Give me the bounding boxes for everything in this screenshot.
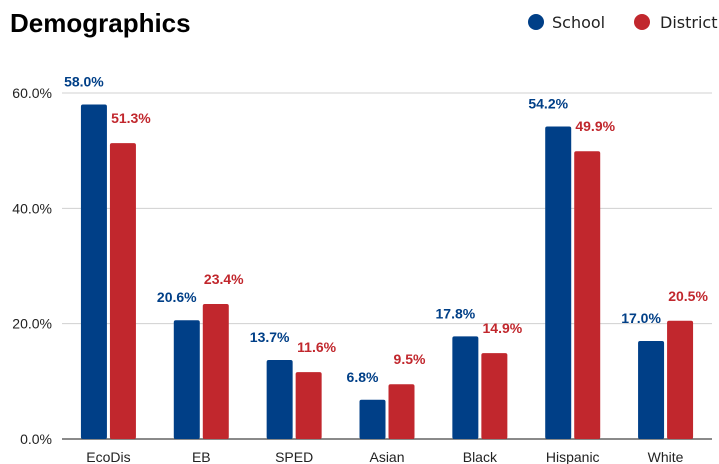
y-tick-label: 60.0% — [12, 85, 52, 101]
x-category-label: EcoDis — [86, 449, 130, 464]
bar-district-black — [481, 353, 508, 439]
data-label-school-eb: 20.6% — [157, 289, 197, 305]
bars — [80, 104, 694, 440]
data-label-school-black: 17.8% — [436, 305, 476, 321]
bar-district-eb — [202, 304, 229, 439]
bar-district-white — [667, 320, 694, 439]
data-label-district-hispanic: 49.9% — [575, 118, 615, 134]
y-axis-ticks: 0.0% 20.0% 40.0% 60.0% — [12, 85, 52, 447]
data-label-school-white: 17.0% — [621, 310, 661, 326]
y-tick-label: 0.0% — [20, 431, 52, 447]
x-category-label: EB — [192, 449, 211, 464]
data-label-district-ecodis: 51.3% — [111, 110, 151, 126]
y-tick-label: 20.0% — [12, 316, 52, 332]
x-axis-categories: EcoDis EB SPED Asian Black Hispanic White — [86, 449, 683, 464]
x-category-label: White — [648, 449, 684, 464]
bar-school-eb — [173, 320, 200, 439]
bar-school-sped — [266, 359, 293, 439]
x-category-label: Black — [463, 449, 498, 464]
data-labels: 58.0% 51.3% 20.6% 23.4% 13.7% 11.6% 6.8% 9.5% 17… — [64, 74, 708, 385]
bar-district-hispanic — [574, 151, 601, 439]
data-label-school-ecodis: 58.0% — [64, 74, 104, 90]
x-category-label: Hispanic — [546, 449, 600, 464]
bar-district-asian — [388, 384, 415, 439]
x-category-label: Asian — [369, 449, 404, 464]
chart-title: Demographics — [10, 8, 191, 38]
gridlines — [62, 92, 712, 440]
legend-swatch-district — [634, 14, 650, 30]
data-label-district-black: 14.9% — [483, 320, 523, 336]
bar-school-asian — [359, 399, 386, 439]
bar-district-sped — [295, 372, 322, 439]
x-category-label: SPED — [275, 449, 313, 464]
data-label-school-hispanic: 54.2% — [528, 95, 568, 111]
bar-school-white — [638, 340, 665, 439]
legend: School District — [528, 13, 717, 32]
data-label-school-asian: 6.8% — [347, 369, 379, 385]
bar-school-ecodis — [80, 104, 107, 440]
legend-label-district: District — [660, 13, 717, 32]
data-label-district-asian: 9.5% — [394, 351, 426, 367]
data-label-district-white: 20.5% — [668, 288, 708, 304]
y-tick-label: 40.0% — [12, 200, 52, 216]
data-label-school-sped: 13.7% — [250, 329, 290, 345]
legend-swatch-school — [528, 14, 544, 30]
bar-school-hispanic — [545, 126, 572, 440]
bar-district-ecodis — [109, 143, 136, 440]
legend-label-school: School — [552, 13, 605, 32]
data-label-district-eb: 23.4% — [204, 271, 244, 287]
bar-school-black — [452, 336, 479, 439]
data-label-district-sped: 11.6% — [297, 339, 336, 355]
